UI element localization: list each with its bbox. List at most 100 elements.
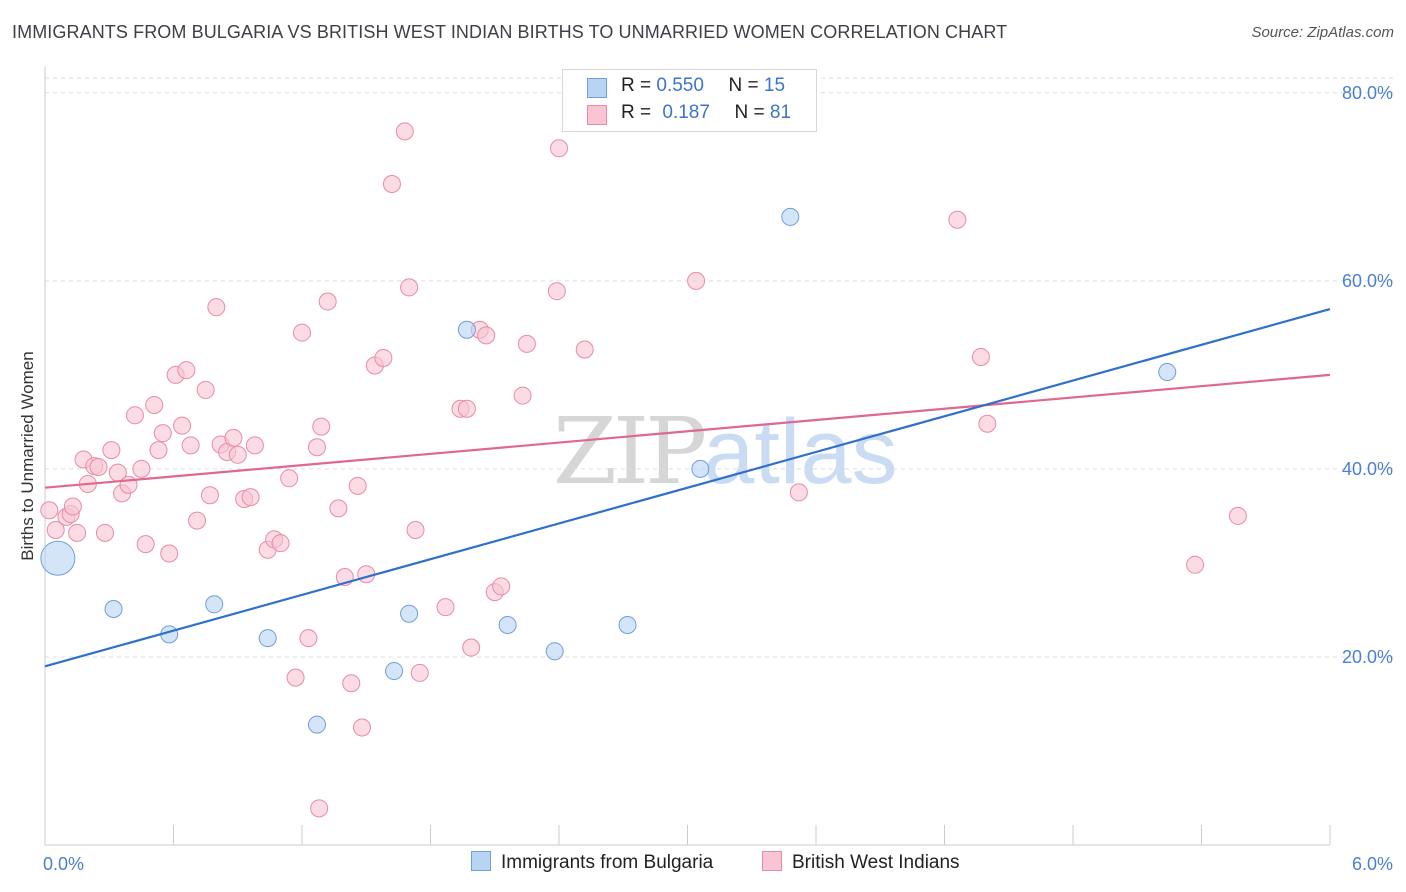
series-british-west-indians	[40, 122, 1247, 818]
data-point	[188, 511, 207, 530]
data-point	[348, 476, 367, 495]
data-point	[1228, 506, 1247, 525]
legend-swatch-bulgaria	[471, 851, 491, 871]
data-point	[618, 615, 637, 634]
data-point	[517, 334, 536, 353]
data-point	[789, 483, 808, 502]
data-point	[153, 424, 172, 443]
data-point	[271, 534, 290, 553]
data-point	[125, 406, 144, 425]
data-point	[258, 629, 277, 648]
data-point	[286, 668, 305, 687]
data-point	[132, 459, 151, 478]
data-point	[374, 348, 393, 367]
data-point	[385, 662, 404, 681]
data-point	[547, 282, 566, 301]
legend-item-bulgaria: Immigrants from Bulgaria	[471, 851, 713, 874]
data-point	[513, 386, 532, 405]
data-point	[352, 718, 371, 737]
data-point	[406, 521, 425, 540]
data-point	[224, 428, 243, 447]
data-point	[978, 414, 997, 433]
y-tick-label: 80.0%	[1342, 83, 1393, 103]
data-point	[1186, 555, 1205, 574]
legend-r-label: R =	[621, 102, 652, 123]
data-point	[329, 499, 348, 518]
data-point	[228, 445, 247, 464]
data-point	[173, 416, 192, 435]
legend-swatch-bulgaria	[587, 78, 607, 98]
data-point	[400, 278, 419, 297]
legend-label-bwi: British West Indians	[792, 852, 960, 873]
y-tick-label: 40.0%	[1342, 459, 1393, 479]
data-point	[410, 663, 429, 682]
legend-swatch-bwi	[587, 105, 607, 125]
data-point	[280, 469, 299, 488]
data-point	[205, 595, 224, 614]
data-point	[545, 642, 564, 661]
legend-r-value: 0.187	[662, 102, 710, 123]
data-point	[241, 488, 260, 507]
series-immigrants-from-bulgaria	[40, 207, 1177, 734]
source-label: Source: ZipAtlas.com	[1251, 24, 1394, 41]
data-point	[357, 565, 376, 584]
x-tick-label: 0.0%	[43, 854, 84, 874]
data-point	[40, 540, 76, 576]
data-point	[781, 207, 800, 226]
data-point	[177, 361, 196, 380]
legend-n-label: N =	[734, 102, 765, 123]
legend-n-label: N =	[728, 75, 759, 96]
data-point	[436, 598, 455, 617]
legend-r-label: R =	[621, 75, 652, 96]
trend-line-bulgaria	[44, 308, 1331, 668]
data-point	[307, 715, 326, 734]
trend-line-bwi	[44, 373, 1331, 489]
stats-legend: R = 0.550 N = 15 R = 0.187 N = 81	[562, 69, 817, 132]
legend-n-value: 81	[769, 102, 792, 123]
legend-r-value: 0.550	[656, 75, 704, 96]
data-point	[145, 395, 164, 414]
data-point	[46, 521, 65, 540]
data-point	[1158, 363, 1177, 382]
data-point	[575, 340, 594, 359]
data-point	[395, 122, 414, 141]
data-point	[457, 399, 476, 418]
data-point	[89, 458, 108, 477]
data-point	[687, 271, 706, 290]
data-point	[95, 523, 114, 542]
data-point	[102, 441, 121, 460]
data-point	[342, 674, 361, 693]
x-tick-label: 6.0%	[1352, 854, 1393, 874]
data-point	[160, 544, 179, 563]
data-point	[550, 139, 568, 158]
data-point	[462, 638, 481, 657]
data-point	[318, 292, 337, 311]
data-point	[971, 348, 990, 367]
data-point	[200, 486, 219, 505]
data-point	[457, 320, 476, 339]
data-point	[196, 380, 215, 399]
legend-label-bulgaria: Immigrants from Bulgaria	[501, 852, 714, 873]
legend-item-bwi: British West Indians	[762, 851, 960, 874]
data-point	[312, 417, 331, 436]
data-point	[149, 441, 168, 460]
data-point	[299, 629, 318, 648]
data-point	[307, 438, 326, 457]
axes	[44, 66, 1331, 846]
legend-n-value: 15	[763, 75, 786, 96]
data-point	[477, 326, 496, 345]
y-tick-label: 60.0%	[1342, 271, 1393, 291]
y-tick-label: 20.0%	[1342, 647, 1393, 667]
data-point	[948, 210, 967, 229]
data-point	[181, 436, 200, 455]
data-point	[68, 523, 87, 542]
data-point	[691, 459, 710, 478]
data-point	[136, 535, 155, 554]
tick-labels: 20.0% 40.0% 60.0% 80.0% 0.0% 6.0%	[43, 83, 1393, 874]
data-point	[498, 615, 517, 634]
data-point	[245, 436, 264, 455]
trend-lines	[44, 308, 1331, 668]
data-point	[104, 599, 123, 618]
data-point	[400, 604, 419, 623]
